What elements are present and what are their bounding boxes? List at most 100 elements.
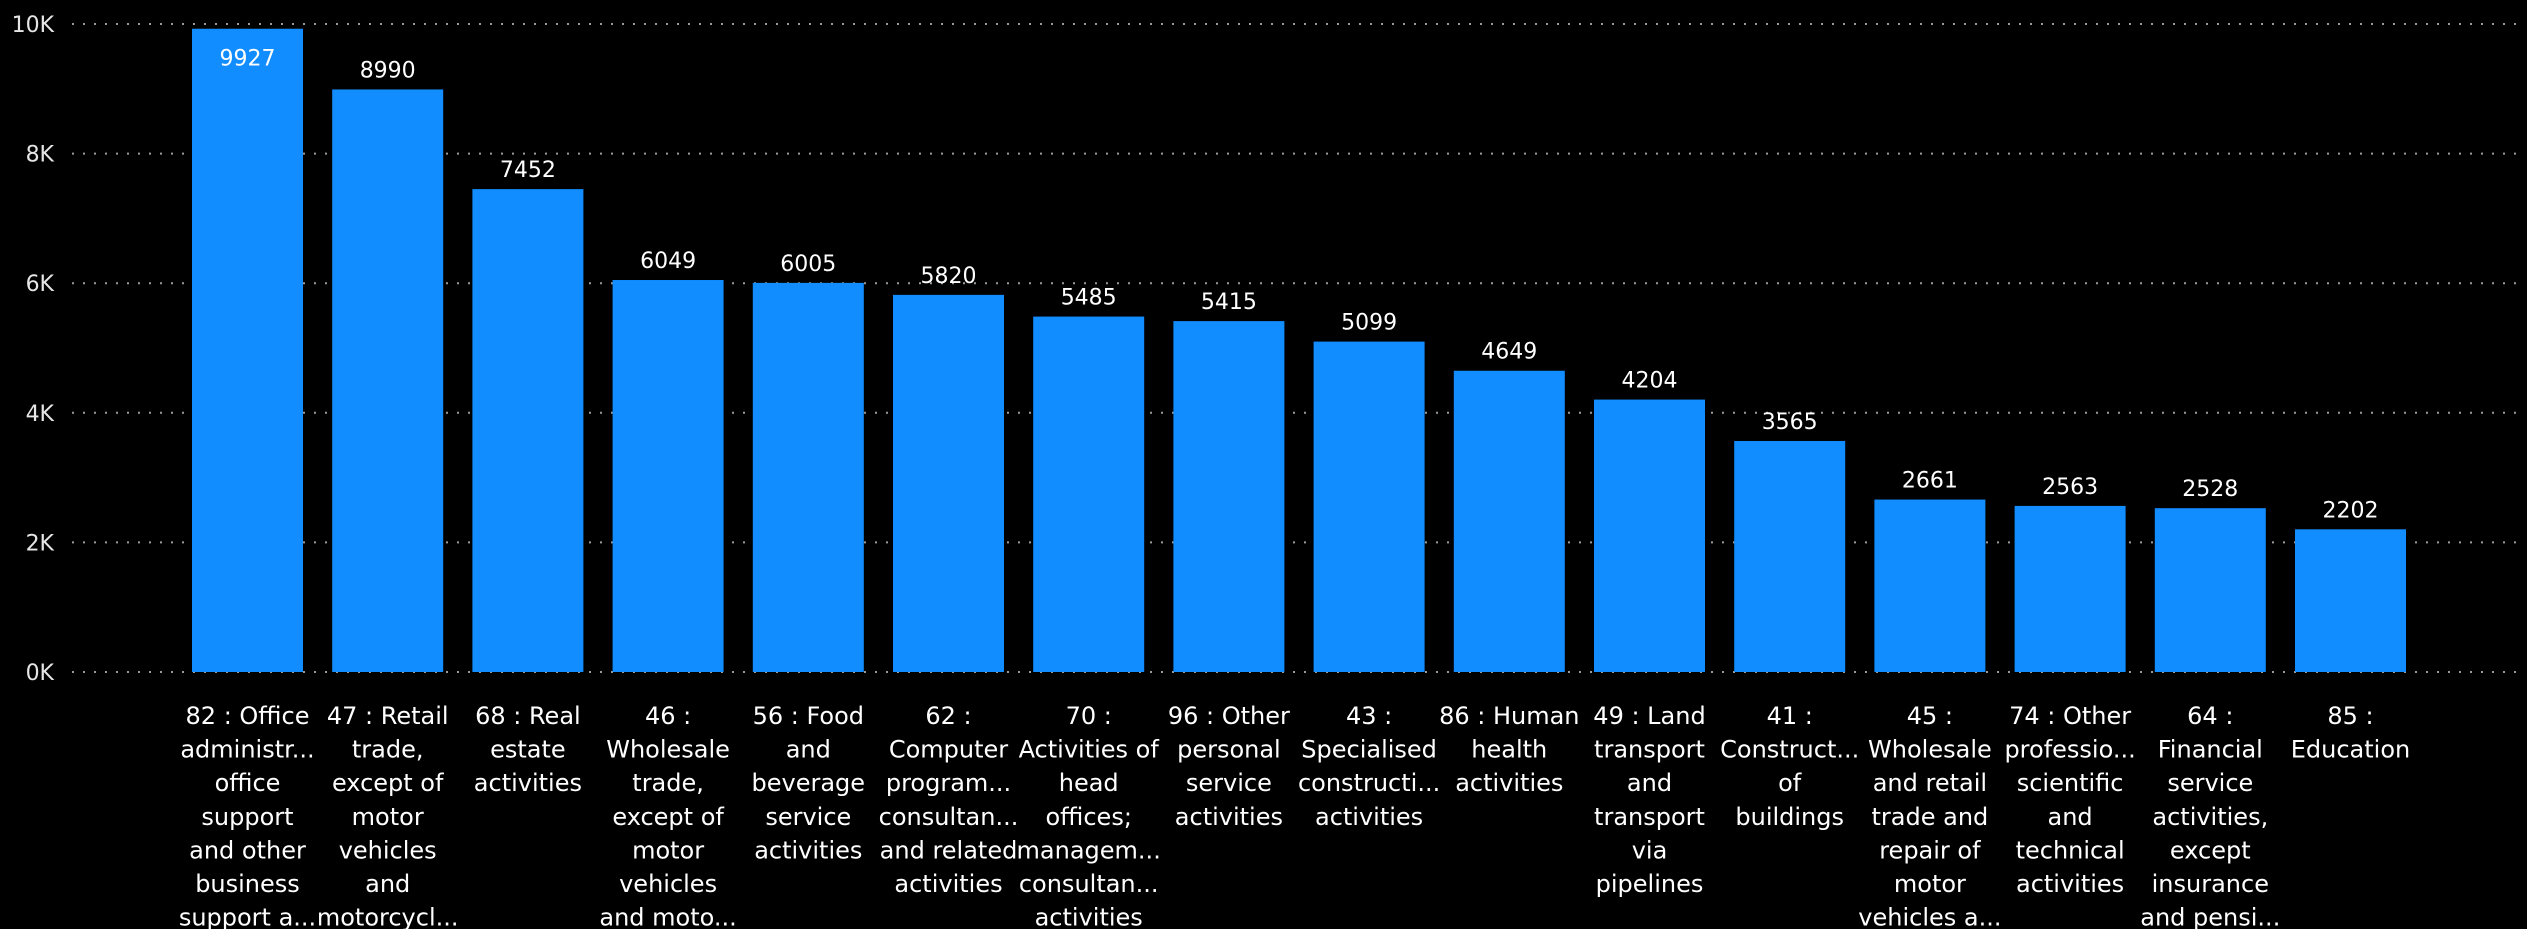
bar[interactable] [1313,341,1425,672]
x-category-label: 47 : Retail trade, except of motor vehicles a… [317,702,459,929]
x-category-label-line: Specialised [1301,736,1437,764]
x-category-label-line: 56 : Food [753,702,864,730]
x-category-label-line: professio... [2004,736,2135,764]
y-tick-label: 8K [26,143,55,168]
x-category-label-line: managem... [1017,836,1161,864]
x-category-label-line: service [1186,769,1272,797]
data-label: 5820 [921,264,977,289]
bar[interactable] [1033,316,1145,672]
x-category-label-line: motorcycl... [317,904,459,929]
x-category-label-line: 64 : [2187,702,2233,730]
bar[interactable] [1453,370,1565,672]
data-label: 4649 [1481,340,1537,365]
x-category-label: 49 : Land transport and transport via pipelin… [1593,702,1705,898]
x-category-label-line: activities [474,769,582,797]
x-category-label-line: 45 : [1907,702,1953,730]
x-category-label-line: Construct... [1720,736,1859,764]
x-category-label-line: motor [1894,870,1966,898]
bar[interactable] [2295,529,2406,672]
x-category-label-line: activities [1035,904,1143,929]
bars [192,28,2406,672]
x-category-label-line: motor [632,836,704,864]
x-category-label: 46 : Wholesale trade, except of motor vehicle… [599,702,736,929]
x-category-label-line: 86 : Human [1439,702,1579,730]
x-category-label: 56 : Food and beverage service activities [752,702,866,864]
bar[interactable] [612,280,724,672]
x-category-label: 45 : Wholesale and retail trade and repair o… [1858,702,2001,929]
x-category-label: 68 : Real estate activities [474,702,582,797]
bar[interactable] [893,294,1004,672]
x-category-label-line: activities [2016,870,2124,898]
x-category-label-line: buildings [1735,803,1844,831]
x-category-label-line: activities [1455,769,1563,797]
y-tick-label: 2K [26,531,55,556]
x-category-label-line: and [786,736,831,764]
data-label: 6005 [780,252,836,277]
data-label: 9927 [220,47,276,72]
x-category-label: 96 : Other personal service activities [1168,702,1290,831]
x-category-label: 70 : Activities of head offices; managem... c… [1017,702,1161,929]
y-axis-ticks: 0K 2K 4K 6K 8K 10K [12,13,55,686]
x-category-label-line: 82 : Office [186,702,310,730]
x-category-label-line: consultan... [879,803,1019,831]
x-category-label-line: trade and [1872,803,1989,831]
x-category-label-line: activities [1175,803,1283,831]
x-category-label-line: motor [352,803,424,831]
x-category-label-line: support a... [179,904,316,929]
x-category-label-line: and other [189,836,306,864]
data-label: 2661 [1902,469,1958,494]
x-category-label-line: 74 : Other [2009,702,2131,730]
data-label: 5485 [1061,286,1117,311]
x-category-label-line: activities [1315,803,1423,831]
x-category-label: 41 : Construct... of buildings [1720,702,1859,831]
x-category-label: 74 : Other professio... scientific and techn… [2004,702,2135,898]
data-label: 2563 [2042,475,2098,500]
x-category-label-line: and [365,870,410,898]
x-category-label: 86 : Human health activities [1439,702,1579,797]
x-category-label: 85 : Education [2291,702,2410,764]
x-category-label-line: Wholesale [606,736,730,764]
bar[interactable] [192,28,303,672]
x-category-label-line: head [1059,769,1119,797]
x-category-label-line: pipelines [1596,870,1704,898]
x-category-label-line: scientific [2017,769,2124,797]
bar[interactable] [472,189,584,672]
x-category-label-line: consultan... [1019,870,1159,898]
x-category-label-line: trade, [352,736,424,764]
x-category-label-line: repair of [1879,836,1981,864]
x-category-label-line: 96 : Other [1168,702,1290,730]
x-category-label-line: via [1632,836,1668,864]
data-label: 7452 [500,158,556,183]
x-axis-labels: 82 : Office administr... office support and … [179,702,2410,929]
x-category-label-line: activities [894,870,1002,898]
x-category-label-line: health [1471,736,1547,764]
x-category-label-line: support [201,803,293,831]
x-category-label-line: constructi... [1298,769,1440,797]
x-category-label-line: technical [2016,836,2125,864]
x-category-label-line: transport [1594,803,1705,831]
x-category-label-line: and [1627,769,1672,797]
x-category-label-line: vehicles a... [1858,904,2001,929]
x-category-label-line: activities, [2152,803,2268,831]
data-labels: 9927 8990 7452 6049 6005 5820 5485 5415 5099 4649… [220,47,2379,524]
x-category-label: 62 : Computer program... consultan... and re… [879,702,1019,898]
x-category-label-line: except [2170,836,2251,864]
data-label: 3565 [1762,410,1818,435]
x-category-label-line: and moto... [599,904,736,929]
data-label: 6049 [640,249,696,274]
data-label: 4204 [1622,369,1678,394]
bar[interactable] [752,282,864,672]
x-category-label-line: and related [880,836,1018,864]
bar[interactable] [1173,321,1285,672]
x-category-label-line: Education [2291,736,2410,764]
bar[interactable] [2154,508,2266,672]
x-category-label-line: 46 : [645,702,691,730]
bar[interactable] [1594,399,1705,672]
y-tick-label: 0K [26,661,55,686]
x-category-label: 64 : Financial service activities, except ins… [2140,702,2280,929]
bar[interactable] [1734,440,1846,672]
x-category-label-line: program... [886,769,1011,797]
bar[interactable] [1874,499,1986,672]
bar[interactable] [2014,505,2126,672]
bar[interactable] [332,89,444,672]
